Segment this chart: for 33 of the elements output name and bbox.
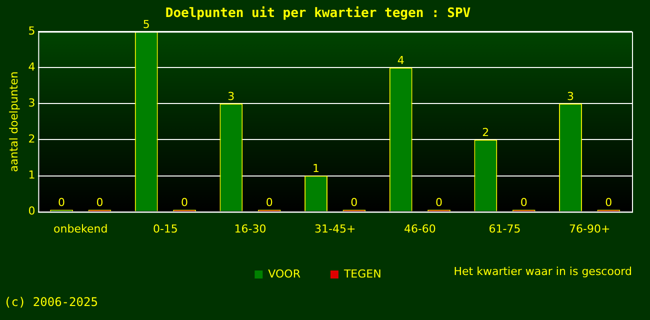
data-label: 0 bbox=[181, 196, 188, 210]
y-tick-label: 4 bbox=[28, 60, 36, 74]
data-label: 4 bbox=[397, 54, 404, 67]
y-tick-label: 1 bbox=[28, 168, 36, 182]
y-tick-label: 3 bbox=[28, 96, 36, 110]
data-label: 0 bbox=[58, 196, 66, 210]
x-tick-label: 0-15 bbox=[152, 222, 178, 236]
data-label: 3 bbox=[567, 90, 574, 104]
data-label: 0 bbox=[436, 196, 443, 210]
legend-label: TEGEN bbox=[342, 267, 382, 280]
text: (c) 2006-2025 bbox=[4, 295, 98, 310]
x-tick-label: 31-45+ bbox=[314, 222, 356, 236]
y-axis-title: aantal doelpunten bbox=[7, 71, 20, 172]
legend-label: VOOR bbox=[268, 267, 301, 280]
y-tick-label: 2 bbox=[28, 132, 36, 146]
x-tick-label: 61-75 bbox=[488, 222, 521, 236]
x-axis-title: Het kwartier waar in is gescoord bbox=[454, 264, 632, 278]
y-tick-label: 0 bbox=[28, 204, 36, 218]
data-label: 2 bbox=[482, 126, 490, 140]
x-tick-label: 16-30 bbox=[234, 222, 266, 236]
data-label: 0 bbox=[350, 196, 358, 210]
x-tick-label: onbekend bbox=[54, 222, 108, 236]
data-label: 0 bbox=[605, 196, 612, 210]
y-tick-label: 5 bbox=[28, 24, 36, 38]
data-label: 0 bbox=[520, 196, 528, 210]
data-label: 0 bbox=[96, 196, 104, 210]
x-tick-label: 76-90+ bbox=[568, 222, 610, 236]
data-label: 1 bbox=[312, 162, 320, 176]
data-label: 5 bbox=[142, 18, 150, 31]
x-tick-label: 46-60 bbox=[404, 222, 436, 236]
data-label: 0 bbox=[266, 196, 273, 210]
data-label: 3 bbox=[228, 90, 235, 104]
chart-title: Doelpunten uit per kwartier tegen : SPV bbox=[165, 6, 471, 22]
